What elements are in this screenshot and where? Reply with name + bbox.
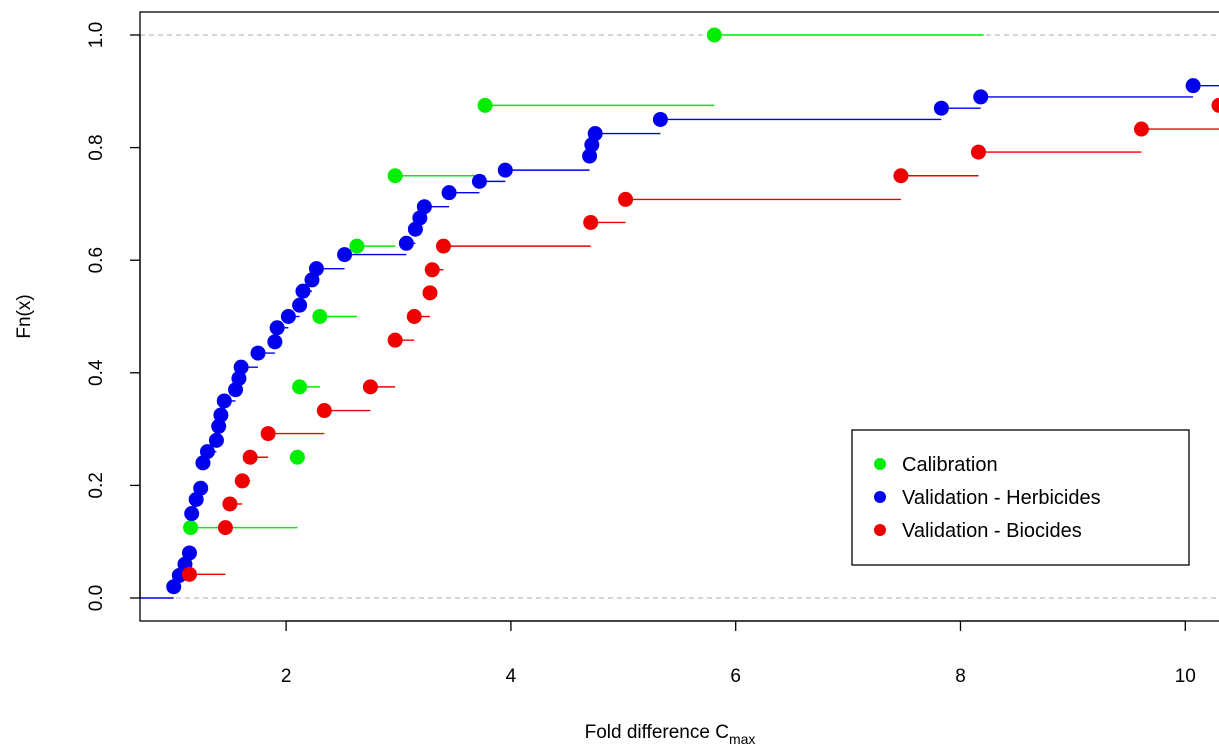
data-point-s1-8 bbox=[199, 444, 215, 460]
legend-marker-2 bbox=[874, 524, 886, 536]
data-point-s1-22 bbox=[304, 272, 320, 288]
data-point-s0-7 bbox=[706, 27, 722, 43]
data-point-s2-11 bbox=[424, 262, 440, 278]
x-axis: 2 4 6 8 10 bbox=[281, 620, 1196, 687]
data-point-s1-34 bbox=[587, 126, 603, 142]
legend-marker-0 bbox=[874, 458, 886, 470]
data-point-s1-28 bbox=[416, 199, 432, 215]
y-tick-label-3: 0.6 bbox=[86, 247, 107, 273]
data-point-s2-3 bbox=[234, 473, 250, 489]
y-tick-label-0: 0.0 bbox=[86, 585, 107, 611]
data-point-s0-0 bbox=[183, 520, 199, 536]
data-point-s1-31 bbox=[497, 162, 513, 178]
x-axis-title-subscript: max bbox=[729, 731, 755, 747]
y-axis: 0.0 0.2 0.4 0.6 0.8 1.0 bbox=[86, 22, 141, 611]
x-tick-label-4: 4 bbox=[506, 666, 517, 687]
data-point-s2-8 bbox=[387, 332, 403, 348]
data-point-s1-35 bbox=[652, 111, 668, 127]
data-point-s2-15 bbox=[893, 168, 909, 184]
data-point-s1-20 bbox=[292, 297, 308, 313]
data-point-s0-2 bbox=[292, 379, 308, 395]
data-point-s1-21 bbox=[295, 283, 311, 299]
x-axis-title: Fold difference Cmax bbox=[585, 722, 756, 747]
data-point-s1-25 bbox=[398, 235, 414, 251]
data-point-s1-17 bbox=[267, 334, 283, 350]
data-point-s1-15 bbox=[233, 359, 249, 375]
data-point-s0-4 bbox=[349, 238, 365, 254]
data-point-s1-5 bbox=[188, 491, 204, 507]
data-point-s0-5 bbox=[387, 168, 403, 184]
data-point-s1-10 bbox=[211, 418, 227, 434]
data-point-s1-37 bbox=[973, 89, 989, 105]
data-point-s1-24 bbox=[337, 247, 353, 263]
x-tick-label-8: 8 bbox=[955, 666, 966, 687]
legend-marker-1 bbox=[874, 491, 886, 503]
data-point-s1-16 bbox=[250, 345, 266, 361]
data-point-s1-9 bbox=[208, 432, 224, 448]
data-point-s1-30 bbox=[471, 173, 487, 189]
data-point-s2-6 bbox=[316, 403, 332, 419]
data-point-s0-3 bbox=[312, 309, 328, 324]
data-point-s1-19 bbox=[280, 309, 296, 324]
data-point-s2-14 bbox=[618, 191, 634, 207]
data-points bbox=[166, 27, 1219, 595]
data-point-s1-27 bbox=[412, 210, 428, 226]
y-tick-label-5: 1.0 bbox=[86, 22, 107, 48]
data-point-s2-10 bbox=[422, 285, 438, 301]
data-point-s2-2 bbox=[222, 496, 238, 512]
data-point-s0-6 bbox=[477, 97, 493, 113]
data-point-s1-18 bbox=[269, 320, 285, 336]
data-point-s1-26 bbox=[407, 221, 423, 237]
data-point-s2-7 bbox=[362, 379, 378, 395]
legend-label-1: Validation - Herbicides bbox=[902, 487, 1101, 509]
data-point-s1-3 bbox=[181, 545, 197, 561]
x-tick-label-10: 10 bbox=[1175, 666, 1196, 687]
data-point-s2-1 bbox=[217, 520, 233, 536]
data-point-s0-1 bbox=[289, 449, 305, 465]
data-point-s1-7 bbox=[195, 455, 211, 471]
y-axis-title: Fn(x) bbox=[14, 294, 35, 338]
data-point-s2-5 bbox=[260, 426, 276, 442]
data-point-s2-17 bbox=[1133, 121, 1149, 137]
legend-label-2: Validation - Biocides bbox=[902, 520, 1082, 542]
data-point-s1-29 bbox=[441, 185, 457, 201]
data-point-s1-6 bbox=[193, 480, 209, 496]
y-tick-label-2: 0.4 bbox=[86, 359, 107, 386]
data-point-s2-12 bbox=[435, 238, 451, 254]
data-point-s1-12 bbox=[216, 393, 232, 409]
legend-label-0: Calibration bbox=[902, 454, 998, 476]
data-point-s1-4 bbox=[184, 506, 200, 522]
x-tick-label-2: 2 bbox=[281, 666, 292, 687]
data-point-s1-33 bbox=[584, 137, 600, 153]
data-point-s2-18 bbox=[1211, 97, 1219, 113]
data-point-s1-23 bbox=[308, 261, 324, 277]
data-point-s2-16 bbox=[970, 144, 986, 160]
data-point-s1-36 bbox=[933, 100, 949, 116]
legend-box bbox=[851, 429, 1190, 566]
y-tick-label-4: 0.8 bbox=[86, 134, 107, 160]
data-point-s2-13 bbox=[583, 214, 599, 230]
data-point-s2-4 bbox=[242, 449, 258, 465]
x-axis-title-main: Fold difference C bbox=[585, 722, 729, 743]
y-tick-label-1: 0.2 bbox=[86, 472, 107, 498]
data-point-s1-13 bbox=[228, 382, 244, 398]
data-point-s1-38 bbox=[1185, 78, 1201, 94]
data-point-s1-32 bbox=[582, 148, 598, 164]
data-point-s1-14 bbox=[231, 370, 247, 386]
data-point-s2-0 bbox=[181, 566, 197, 582]
data-point-s1-11 bbox=[213, 407, 229, 423]
legend: Calibration Validation - Herbicides Valida… bbox=[851, 429, 1190, 566]
x-tick-label-6: 6 bbox=[730, 666, 741, 687]
data-point-s2-9 bbox=[406, 309, 422, 324]
data-point-s1-0 bbox=[166, 579, 182, 595]
